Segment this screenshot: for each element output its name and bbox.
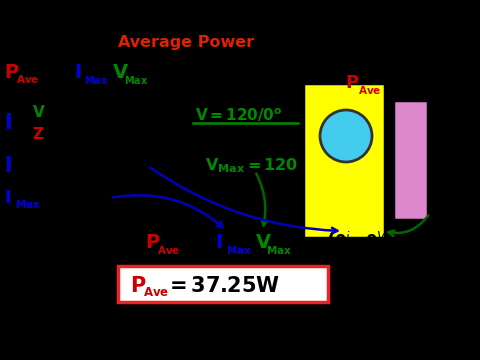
Text: $\mathbf{Ave}$: $\mathbf{Ave}$ bbox=[358, 84, 381, 96]
Text: $\mathbf{P}$: $\mathbf{P}$ bbox=[130, 276, 146, 296]
Text: $\mathbf{Max}$: $\mathbf{Max}$ bbox=[226, 244, 252, 256]
Text: $\mathbf{V}$: $\mathbf{V}$ bbox=[112, 63, 129, 82]
Text: $\mathbf{P}$: $\mathbf{P}$ bbox=[145, 234, 160, 252]
Text: $\mathbf{cos}$: $\mathbf{cos}$ bbox=[295, 234, 330, 252]
Text: $\mathbf{I}$: $\mathbf{I}$ bbox=[4, 189, 11, 207]
Text: $\mathbf{Z =}$: $\mathbf{Z =}$ bbox=[432, 125, 459, 141]
Text: Average Power: Average Power bbox=[118, 36, 254, 50]
Text: $\mathbf{=}$: $\mathbf{=}$ bbox=[42, 64, 60, 82]
Text: $\mathbf{2}$: $\mathbf{2}$ bbox=[56, 75, 67, 91]
Text: $\mathbf{\theta}$: $\mathbf{\theta}$ bbox=[365, 234, 378, 252]
Text: $\mathit{i}$: $\mathit{i}$ bbox=[202, 60, 207, 74]
Text: $\mathit{V}$: $\mathit{V}$ bbox=[233, 60, 244, 73]
Text: $\mathbf{)}$: $\mathbf{)}$ bbox=[241, 62, 251, 85]
Text: $\mathbf{=}$: $\mathbf{=}$ bbox=[183, 234, 202, 252]
Text: $\mathbf{Ave}$: $\mathbf{Ave}$ bbox=[143, 287, 169, 300]
Text: $\mathcal{N}$: $\mathcal{N}$ bbox=[336, 128, 356, 146]
Bar bbox=[118, 266, 328, 302]
Text: $\mathbf{Z}$: $\mathbf{Z}$ bbox=[32, 126, 44, 142]
Text: $\mathbf{0^o}$: $\mathbf{0^o}$ bbox=[430, 205, 450, 221]
Text: $\mathbf{I}$: $\mathbf{I}$ bbox=[4, 113, 12, 133]
Text: $\mathbf{2}$: $\mathbf{2}$ bbox=[197, 245, 208, 261]
Text: $\mathbf{cos}$: $\mathbf{cos}$ bbox=[153, 64, 188, 82]
Text: What is the: What is the bbox=[4, 36, 114, 50]
Text: $\mathbf{I}$: $\mathbf{I}$ bbox=[215, 234, 222, 252]
Circle shape bbox=[320, 110, 372, 162]
Text: $\mathbf{Max}$: $\mathbf{Max}$ bbox=[124, 74, 148, 86]
Text: $\mathbf{= 37.25W}$: $\mathbf{= 37.25W}$ bbox=[165, 276, 280, 296]
Text: $\mathbf{=}$: $\mathbf{=}$ bbox=[50, 114, 69, 132]
Text: $\mathbf{-}$: $\mathbf{-}$ bbox=[210, 64, 224, 82]
Text: $\mathbf{\theta}$: $\mathbf{\theta}$ bbox=[222, 64, 235, 82]
Text: Consumed by Impedence?: Consumed by Impedence? bbox=[262, 36, 480, 50]
Text: $\mathbf{120/0^o}$: $\mathbf{120/0^o}$ bbox=[66, 103, 121, 121]
Text: $\mathbf{V}$: $\mathbf{V}$ bbox=[255, 234, 272, 252]
Text: $\mathbf{V_{Max} = 120}$: $\mathbf{V_{Max} = 120}$ bbox=[205, 157, 298, 175]
Text: $\mathbf{V}$: $\mathbf{V}$ bbox=[32, 104, 46, 120]
Bar bbox=[393, 100, 428, 220]
Text: $\mathbf{Max}$: $\mathbf{Max}$ bbox=[266, 244, 292, 256]
Text: $\mathbf{\theta}$: $\mathbf{\theta}$ bbox=[191, 64, 204, 82]
Text: $\mathbf{1}$: $\mathbf{1}$ bbox=[56, 58, 68, 74]
Text: $\mathbf{P}$: $\mathbf{P}$ bbox=[345, 74, 360, 92]
Text: $\mathbf{I}$: $\mathbf{I}$ bbox=[74, 63, 82, 82]
Text: $\mathit{V}$: $\mathit{V}$ bbox=[376, 230, 387, 243]
Text: $\mathbf{\theta}$: $\mathbf{\theta}$ bbox=[334, 234, 347, 252]
Text: $\mathbf{)}$: $\mathbf{)}$ bbox=[384, 231, 394, 255]
Text: $\mathbf{(}$: $\mathbf{(}$ bbox=[183, 62, 193, 85]
Text: $\mathbf{1}$: $\mathbf{1}$ bbox=[197, 228, 208, 244]
Text: $\mathbf{P}$: $\mathbf{P}$ bbox=[4, 63, 19, 82]
Text: $\mathbf{66.8^o}$: $\mathbf{66.8^o}$ bbox=[90, 157, 140, 175]
Text: $\mathbf{= 1.576}$: $\mathbf{= 1.576}$ bbox=[46, 189, 120, 207]
Bar bbox=[303, 83, 385, 238]
Text: $\mathbf{V = 120/0^o}$: $\mathbf{V = 120/0^o}$ bbox=[195, 106, 283, 124]
Text: $\mathbf{Ave}$: $\mathbf{Ave}$ bbox=[157, 244, 180, 256]
Text: $\mathbf{30-j70}$: $\mathbf{30-j70}$ bbox=[72, 125, 137, 144]
Text: $\mathit{i}$: $\mathit{i}$ bbox=[345, 230, 350, 244]
Text: $\mathbf{=}$: $\mathbf{=}$ bbox=[384, 74, 403, 92]
Text: $\mathbf{(}$: $\mathbf{(}$ bbox=[325, 231, 335, 255]
Text: $\mathbf{I}$: $\mathbf{I}$ bbox=[4, 156, 12, 176]
Text: $\mathbf{= 1.576/}$: $\mathbf{= 1.576/}$ bbox=[16, 157, 96, 175]
Text: $\mathbf{Ave}$: $\mathbf{Ave}$ bbox=[16, 73, 39, 85]
Text: $\mathbf{-}$: $\mathbf{-}$ bbox=[353, 234, 367, 252]
Text: $\mathbf{?}$: $\mathbf{?}$ bbox=[398, 62, 414, 90]
Text: $\mathbf{=}$: $\mathbf{=}$ bbox=[16, 114, 35, 132]
Text: $\mathbf{(30-j70)\Omega}$: $\mathbf{(30-j70)\Omega}$ bbox=[432, 140, 480, 159]
Text: $\mathbf{Max}$: $\mathbf{Max}$ bbox=[84, 74, 108, 86]
Text: $\mathbf{Max}$: $\mathbf{Max}$ bbox=[15, 198, 41, 210]
